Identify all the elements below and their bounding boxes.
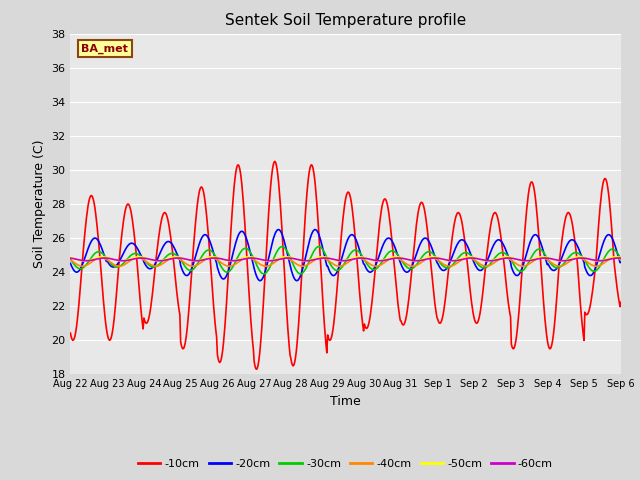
Text: BA_met: BA_met: [81, 44, 128, 54]
Title: Sentek Soil Temperature profile: Sentek Soil Temperature profile: [225, 13, 466, 28]
Y-axis label: Soil Temperature (C): Soil Temperature (C): [33, 140, 45, 268]
X-axis label: Time: Time: [330, 395, 361, 408]
Legend: -10cm, -20cm, -30cm, -40cm, -50cm, -60cm: -10cm, -20cm, -30cm, -40cm, -50cm, -60cm: [134, 455, 557, 474]
